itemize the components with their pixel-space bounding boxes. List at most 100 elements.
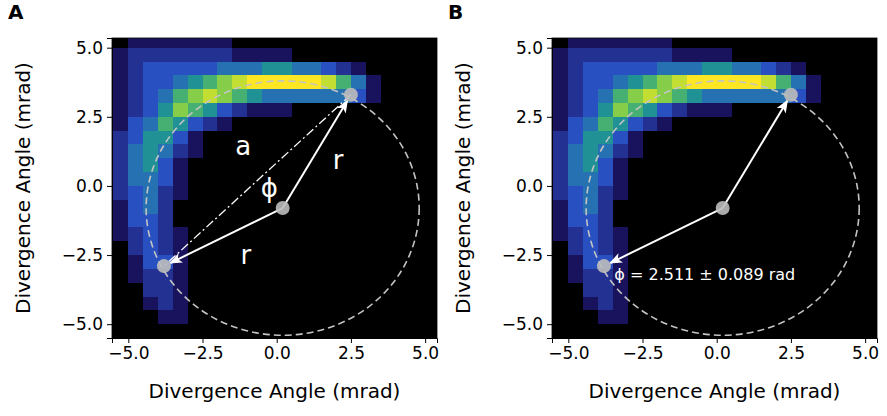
heatmap-cell — [761, 283, 776, 297]
heatmap-cell — [321, 241, 336, 255]
tick-mark — [107, 117, 112, 118]
heatmap-cell — [366, 324, 381, 338]
heatmap-cell — [173, 131, 188, 145]
heatmap-cell — [806, 214, 821, 228]
heatmap-cell — [821, 38, 836, 48]
tick: −5.0 — [62, 314, 112, 334]
heatmap-cell — [583, 48, 598, 62]
heatmap-cell — [672, 310, 687, 324]
heatmap-cell — [113, 214, 128, 228]
heatmap-cell — [702, 62, 717, 76]
heatmap-cell — [128, 227, 143, 241]
heatmap-cell — [702, 172, 717, 186]
heatmap-cell — [835, 117, 850, 131]
heatmap-cell — [613, 324, 628, 338]
heatmap-cell — [351, 158, 366, 172]
heatmap-cell — [761, 227, 776, 241]
heatmap-cell — [336, 227, 351, 241]
heatmap-cell — [173, 227, 188, 241]
heatmap-cell — [173, 144, 188, 158]
heatmap-cell — [613, 172, 628, 186]
heatmap-cell — [672, 103, 687, 117]
heatmap-cell — [806, 131, 821, 145]
heatmap-cell — [277, 283, 292, 297]
heatmap-cell — [381, 131, 396, 145]
heatmap-cell — [425, 103, 437, 117]
heatmap-cell — [553, 117, 568, 131]
heatmap-cell — [568, 324, 583, 338]
heatmap-cell — [410, 117, 425, 131]
heatmap-cell — [425, 241, 437, 255]
heatmap-cell — [395, 200, 410, 214]
heatmap-cell — [395, 38, 410, 48]
heatmap-cell — [292, 144, 307, 158]
heatmap-cell — [776, 200, 791, 214]
heatmap-cell — [277, 103, 292, 117]
heatmap-cell — [143, 269, 158, 283]
heatmap-cell — [306, 214, 321, 228]
heatmap-cell — [425, 310, 437, 324]
plot-background — [112, 38, 437, 338]
heatmap-cell — [598, 283, 613, 297]
heatmap-cell — [381, 75, 396, 89]
heatmap-cell — [628, 117, 643, 131]
heatmap-cell — [232, 310, 247, 324]
heatmap-cell — [850, 62, 865, 76]
heatmap-cell — [425, 255, 437, 269]
heatmap-cell — [702, 310, 717, 324]
heatmap-cell — [657, 158, 672, 172]
heatmap-cell — [583, 283, 598, 297]
heatmap-cell — [425, 214, 437, 228]
heatmap-cell — [247, 117, 262, 131]
heatmap-cell — [262, 310, 277, 324]
heatmap-cell — [188, 117, 203, 131]
heatmap-cell — [217, 200, 232, 214]
heatmap-cell — [776, 324, 791, 338]
heatmap-cell — [203, 131, 218, 145]
heatmap-cell — [732, 103, 747, 117]
tick: 2.5 — [778, 338, 805, 363]
heatmap-cell — [553, 131, 568, 145]
heatmap-cell — [806, 62, 821, 76]
radius-arrow — [723, 101, 788, 208]
heatmap-cell — [865, 131, 877, 145]
heatmap-cell — [188, 269, 203, 283]
heatmap-cell — [128, 241, 143, 255]
heatmap-cell — [717, 241, 732, 255]
tick-label: −2.5 — [62, 245, 103, 265]
heatmap-cell — [188, 131, 203, 145]
heatmap-cell — [173, 103, 188, 117]
heatmap-cell — [188, 158, 203, 172]
heatmap-cell — [128, 131, 143, 145]
heatmap-cell — [835, 103, 850, 117]
heatmap-cell — [217, 158, 232, 172]
heatmap-cell — [850, 283, 865, 297]
heatmap-cell — [761, 241, 776, 255]
heatmap-cell — [188, 200, 203, 214]
heatmap-cell — [425, 227, 437, 241]
heatmap-cell — [657, 297, 672, 311]
heatmap-cell — [262, 89, 277, 103]
heatmap-cell — [598, 172, 613, 186]
heatmap-cell — [306, 283, 321, 297]
x-axis-title: Divergence Angle (mrad) — [589, 379, 841, 403]
heatmap-cell — [717, 214, 732, 228]
heatmap-cell — [395, 214, 410, 228]
heatmap-cell — [568, 62, 583, 76]
heatmap-cell — [657, 283, 672, 297]
heatmap-cell — [598, 103, 613, 117]
heatmap-cell — [746, 227, 761, 241]
heatmap-cell — [321, 297, 336, 311]
heatmap-cell — [277, 38, 292, 48]
heatmap-cell — [173, 158, 188, 172]
heatmap-cell — [850, 38, 865, 48]
plot-area — [112, 38, 437, 338]
heatmap-cell — [553, 214, 568, 228]
heatmap-cell — [583, 103, 598, 117]
heatmap-cell — [865, 227, 877, 241]
heatmap-cell — [173, 214, 188, 228]
heatmap-cell — [366, 283, 381, 297]
heatmap-cell — [158, 227, 173, 241]
heatmap-cell — [865, 48, 877, 62]
heatmap-cell — [128, 75, 143, 89]
